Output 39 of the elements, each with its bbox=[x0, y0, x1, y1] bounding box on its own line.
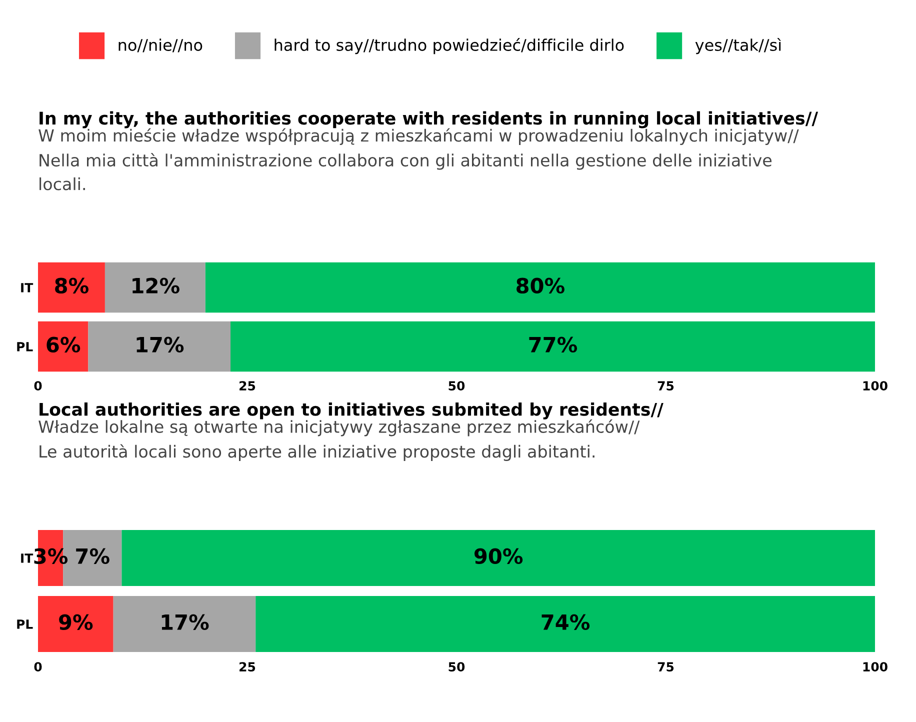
x-tick-label: 0 bbox=[34, 381, 42, 391]
chart-title: In my city, the authorities cooperate with residents in running local initiatives// bbox=[40, 111, 818, 128]
data-label: 6% bbox=[46, 336, 80, 353]
x-tick-label: 0 bbox=[34, 662, 42, 672]
legend-label: yes//tak//sì bbox=[695, 38, 781, 54]
data-label: 90% bbox=[474, 548, 523, 564]
x-tick-label: 100 bbox=[863, 662, 888, 672]
data-label: 80% bbox=[516, 278, 564, 294]
data-label: 12% bbox=[132, 278, 180, 294]
chart-subtitle: W moim mieście władze współpracują z mieszkańcami w prowadzeniu lokalnych inicjatyw// Nella mia città l'amministrazione collabora con gli abitanti nella gestione delle iniziative locali. bbox=[38, 128, 799, 190]
bar bbox=[38, 321, 88, 372]
data-label: 7% bbox=[76, 548, 110, 564]
x-tick-label: 25 bbox=[240, 381, 256, 391]
chart-title: Local authorities are open to initiatives submited by residents// bbox=[40, 402, 664, 420]
y-tick-label: IT bbox=[21, 554, 34, 563]
bar bbox=[113, 596, 256, 652]
data-label: 8% bbox=[55, 278, 88, 294]
data-label: 77% bbox=[529, 336, 578, 353]
data-label: 74% bbox=[542, 614, 590, 630]
data-label: 17% bbox=[162, 614, 209, 630]
bar bbox=[38, 596, 114, 652]
x-tick-label: 75 bbox=[658, 662, 674, 672]
y-tick-label: PL bbox=[17, 620, 33, 629]
data-label: 9% bbox=[59, 614, 93, 630]
x-tick-label: 75 bbox=[658, 381, 674, 391]
y-tick-label: PL bbox=[17, 342, 33, 352]
bar bbox=[256, 596, 875, 652]
x-tick-label: 100 bbox=[863, 381, 888, 391]
bar bbox=[38, 262, 105, 313]
bar bbox=[88, 321, 231, 372]
legend-label: hard to say//trudno powiedzieć/difficile dirlo bbox=[274, 38, 624, 54]
data-label: 17% bbox=[136, 336, 184, 353]
legend-label: no//nie//no bbox=[118, 38, 202, 52]
y-tick-label: IT bbox=[21, 283, 34, 292]
bar bbox=[104, 262, 206, 313]
x-tick-label: 25 bbox=[240, 662, 256, 672]
chart-subtitle: Władze lokalne są otwarte na inicjatywy zgłaszane przez mieszkańców// Le autorità locali sono aperte alle iniziative proposte dagli abitanti. bbox=[38, 419, 640, 461]
x-tick-label: 50 bbox=[448, 662, 465, 672]
x-tick-label: 50 bbox=[448, 381, 465, 391]
